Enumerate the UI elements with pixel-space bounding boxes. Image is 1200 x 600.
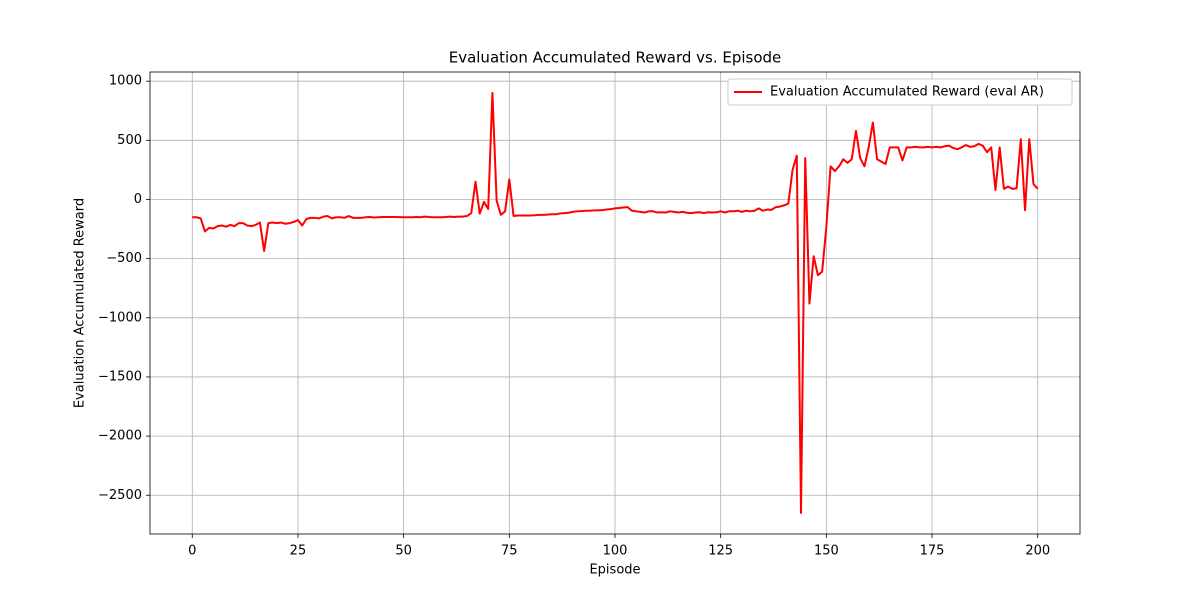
- y-tick-label: 0: [134, 192, 142, 207]
- chart-title: Evaluation Accumulated Reward vs. Episod…: [449, 49, 782, 67]
- y-tick-label: 1000: [109, 74, 142, 89]
- legend-box: [727, 78, 1073, 106]
- y-tick-label: −2500: [98, 488, 142, 503]
- x-tick-label: 125: [708, 544, 733, 559]
- legend-label: Evaluation Accumulated Reward (eval AR): [770, 85, 1044, 100]
- axes-frame: [149, 71, 1081, 535]
- x-tick-label: 75: [501, 544, 518, 559]
- y-tick-label: −2000: [98, 429, 142, 444]
- x-tick-label: 25: [290, 544, 307, 559]
- y-tick-label: 500: [117, 133, 142, 148]
- x-tick-label: 50: [395, 544, 412, 559]
- x-axis-label: Episode: [589, 563, 640, 578]
- x-tick-label: 0: [188, 544, 196, 559]
- x-tick-label: 100: [603, 544, 628, 559]
- y-tick-label: −1500: [98, 369, 142, 384]
- x-tick-label: 175: [920, 544, 945, 559]
- x-tick-label: 150: [814, 544, 839, 559]
- y-tick-label: −1000: [98, 310, 142, 325]
- x-tick-label: 200: [1025, 544, 1050, 559]
- series-line: [192, 92, 1039, 514]
- y-axis-label: Evaluation Accumulated Reward: [73, 198, 88, 408]
- y-tick-label: −500: [106, 251, 142, 266]
